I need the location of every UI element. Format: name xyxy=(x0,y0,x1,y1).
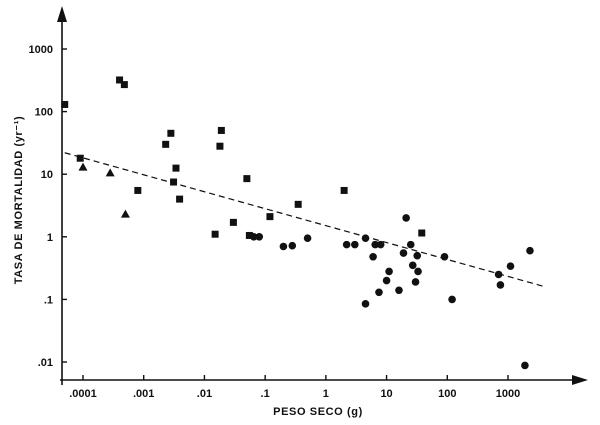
data-point-square xyxy=(134,186,142,194)
data-point-circle xyxy=(375,288,383,297)
data-point-circle xyxy=(382,276,391,285)
y-tick-label: 1000 xyxy=(29,44,53,56)
data-point-square xyxy=(216,142,224,150)
data-point-circle xyxy=(413,251,422,260)
data-point-circle xyxy=(414,267,422,276)
data-point-circle xyxy=(288,241,297,250)
data-point-circle xyxy=(279,242,288,251)
data-point-circle xyxy=(506,262,515,270)
data-point-square xyxy=(217,126,225,134)
data-point-square xyxy=(170,178,178,186)
data-point-triangle xyxy=(105,168,115,177)
data-point-square xyxy=(162,140,170,148)
data-point-square xyxy=(172,164,180,172)
y-tick-label: 10 xyxy=(41,169,53,181)
data-point-circle xyxy=(376,240,385,249)
data-point-circle xyxy=(361,300,370,308)
data-point-square xyxy=(176,195,184,203)
data-point-square xyxy=(116,76,124,84)
y-axis-arrow xyxy=(57,6,67,22)
x-tick-label: 1000 xyxy=(496,388,520,400)
x-tick-label: .0001 xyxy=(69,388,97,400)
data-point-square xyxy=(294,200,302,208)
data-point-square xyxy=(266,213,274,221)
data-point-triangle xyxy=(120,209,130,218)
x-tick-label: 100 xyxy=(438,388,456,400)
data-point-circle xyxy=(395,286,403,295)
x-tick-label: .1 xyxy=(261,388,270,400)
data-point-circle xyxy=(342,240,351,249)
data-point-circle xyxy=(411,278,420,286)
y-tick-label: 1 xyxy=(47,232,53,244)
data-point-circle xyxy=(402,214,410,222)
data-point-square xyxy=(167,129,175,137)
data-point-circle xyxy=(371,240,380,249)
data-point-circle xyxy=(385,267,393,276)
data-point-square xyxy=(418,229,426,237)
data-point-circle xyxy=(521,361,529,370)
data-point-square xyxy=(61,100,69,108)
data-point-square xyxy=(76,154,84,162)
data-point-circle xyxy=(399,249,408,257)
data-point-circle xyxy=(303,234,312,242)
x-ticks: .0001 .001 .01 .1 1 10 100 1000 xyxy=(69,375,520,400)
data-points xyxy=(61,76,534,370)
data-point-square xyxy=(243,175,251,183)
x-axis-title: PESO SECO (g) xyxy=(273,406,363,418)
data-point-circle xyxy=(249,233,258,241)
data-point-circle xyxy=(494,270,503,279)
data-point-circle xyxy=(408,261,417,270)
data-point-circle xyxy=(406,240,415,249)
data-point-circle xyxy=(361,234,370,242)
data-point-circle xyxy=(351,240,359,249)
data-point-square xyxy=(340,186,348,194)
x-tick-label: 10 xyxy=(380,388,392,400)
y-ticks: .01 .1 1 10 100 1000 xyxy=(29,44,67,369)
regression-trendline xyxy=(64,152,545,288)
data-point-circle xyxy=(369,252,377,261)
data-point-circle xyxy=(255,233,264,241)
x-tick-label: .01 xyxy=(197,388,212,400)
data-point-circle xyxy=(496,281,505,289)
data-point-square xyxy=(245,231,253,239)
data-point-circle xyxy=(526,246,534,255)
y-tick-label: .01 xyxy=(38,357,53,369)
x-tick-label: .001 xyxy=(133,388,154,400)
data-point-circle xyxy=(448,295,456,304)
trendline-group xyxy=(64,152,545,288)
data-point-square xyxy=(120,81,128,89)
y-tick-label: .1 xyxy=(44,294,53,306)
data-point-triangle xyxy=(78,162,88,171)
x-tick-label: 1 xyxy=(323,388,329,400)
y-tick-label: 100 xyxy=(35,107,53,119)
y-axis-title: TASA DE MORTALIDAD (yr⁻¹) xyxy=(13,116,25,284)
data-point-circle xyxy=(440,252,449,261)
data-point-square xyxy=(229,218,237,226)
data-point-square xyxy=(211,230,219,238)
x-axis-arrow xyxy=(572,375,588,385)
